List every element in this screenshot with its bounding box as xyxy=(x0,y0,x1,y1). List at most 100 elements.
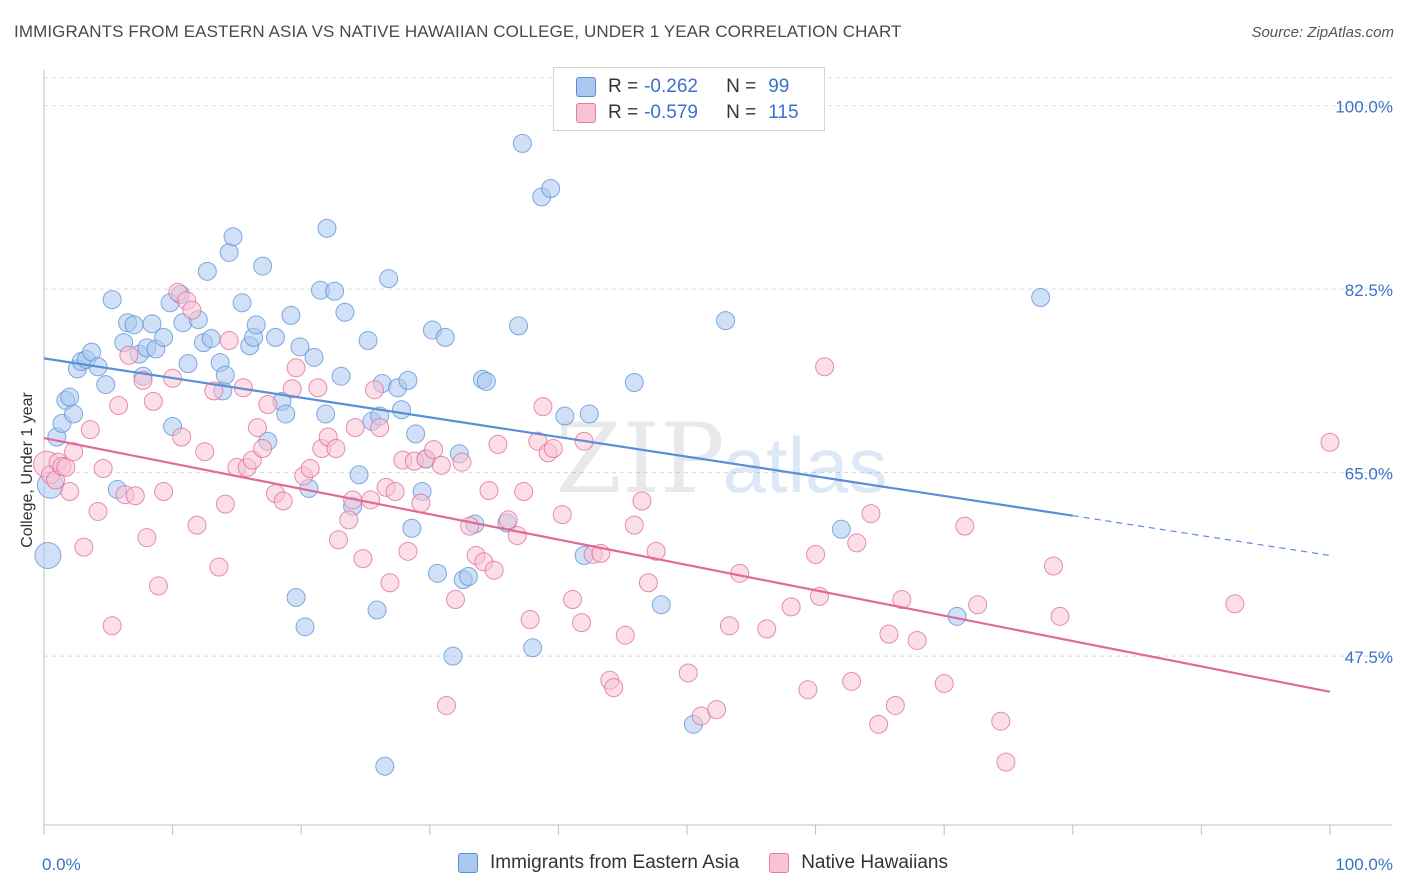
data-point xyxy=(219,242,239,262)
data-point xyxy=(1044,556,1064,576)
data-point xyxy=(1031,288,1051,308)
data-point xyxy=(197,261,217,281)
data-point xyxy=(892,590,912,610)
data-point xyxy=(707,700,727,720)
data-point xyxy=(392,400,412,420)
data-point xyxy=(1050,606,1070,626)
r-label: R = xyxy=(608,102,639,123)
data-point xyxy=(446,590,466,610)
data-point xyxy=(632,491,652,511)
y-tick-label: 47.5% xyxy=(1345,648,1393,667)
axes xyxy=(43,70,1392,835)
data-point xyxy=(806,544,826,564)
data-point xyxy=(282,379,302,399)
n-label: N = xyxy=(726,102,757,123)
data-point xyxy=(34,542,62,570)
n-value: 115 xyxy=(768,102,799,123)
data-point xyxy=(367,600,387,620)
data-point xyxy=(64,404,84,424)
data-point xyxy=(246,315,266,335)
data-point xyxy=(223,227,243,247)
data-point xyxy=(514,482,534,502)
data-point xyxy=(398,370,418,390)
data-point xyxy=(385,482,405,502)
data-point xyxy=(869,714,889,734)
data-point xyxy=(328,530,348,550)
data-point xyxy=(290,337,310,357)
x-tick-label: 0.0% xyxy=(42,855,81,874)
data-point xyxy=(624,372,644,392)
data-point xyxy=(215,365,235,385)
data-point xyxy=(638,573,658,593)
data-point xyxy=(488,434,508,454)
data-point xyxy=(345,418,365,438)
r-label: R = xyxy=(608,76,639,97)
data-point xyxy=(757,619,777,639)
data-point xyxy=(458,566,478,586)
data-point xyxy=(125,486,145,506)
data-point xyxy=(276,404,296,424)
data-point xyxy=(178,354,198,374)
data-point xyxy=(182,300,202,320)
data-point xyxy=(996,752,1016,772)
grid-lines xyxy=(44,77,1392,657)
watermark: ZIP atlas xyxy=(555,403,887,515)
data-point xyxy=(861,504,881,524)
data-point xyxy=(124,315,144,335)
data-point xyxy=(308,378,328,398)
data-point xyxy=(187,515,207,535)
data-point xyxy=(798,680,818,700)
data-point xyxy=(431,455,451,475)
data-point xyxy=(154,327,174,347)
data-point xyxy=(273,491,293,511)
legend-item-eastern-asia[interactable]: Immigrants from Eastern Asia xyxy=(458,852,739,874)
data-point xyxy=(955,516,975,536)
data-point xyxy=(1320,432,1340,452)
stats-swatch-native-hawaiians xyxy=(576,103,596,123)
data-point xyxy=(142,314,162,334)
data-point xyxy=(195,442,215,462)
data-point xyxy=(512,133,532,153)
data-point xyxy=(380,573,400,593)
data-point xyxy=(885,695,905,715)
data-point xyxy=(406,424,426,444)
data-point xyxy=(572,613,592,633)
data-point xyxy=(907,630,927,650)
data-point xyxy=(552,505,572,525)
y-axis-label: College, Under 1 year xyxy=(19,392,36,548)
data-point xyxy=(358,331,378,351)
data-point xyxy=(335,302,355,322)
data-point xyxy=(172,427,192,447)
n-label: N = xyxy=(726,76,757,97)
data-point xyxy=(678,663,698,683)
data-point xyxy=(253,256,273,276)
legend-swatch-native-hawaiians xyxy=(769,853,790,873)
trend-line xyxy=(43,357,1073,517)
data-point xyxy=(624,515,644,535)
data-point xyxy=(96,375,116,395)
data-point xyxy=(219,331,239,351)
data-point xyxy=(339,510,359,530)
legend-item-native-hawaiians[interactable]: Native Hawaiians xyxy=(769,852,948,874)
data-point xyxy=(258,395,278,415)
series-native-hawaiians xyxy=(33,282,1340,772)
data-point xyxy=(452,452,472,472)
stats-row-native-hawaiians: R = -0.579 N = 115 xyxy=(576,100,799,126)
data-point xyxy=(253,439,273,459)
data-point xyxy=(102,616,122,636)
data-point xyxy=(563,590,583,610)
data-point xyxy=(716,311,736,331)
data-point xyxy=(137,528,157,548)
data-point xyxy=(353,549,373,569)
data-point xyxy=(651,595,671,615)
n-value: 99 xyxy=(768,76,790,97)
data-point xyxy=(579,404,599,424)
r-value: -0.262 xyxy=(644,76,698,97)
data-point xyxy=(148,576,168,596)
data-point xyxy=(365,380,385,400)
trend-line xyxy=(43,436,1331,693)
data-point xyxy=(719,616,739,636)
data-point xyxy=(265,327,285,347)
data-point xyxy=(247,418,267,438)
data-point xyxy=(80,420,100,440)
